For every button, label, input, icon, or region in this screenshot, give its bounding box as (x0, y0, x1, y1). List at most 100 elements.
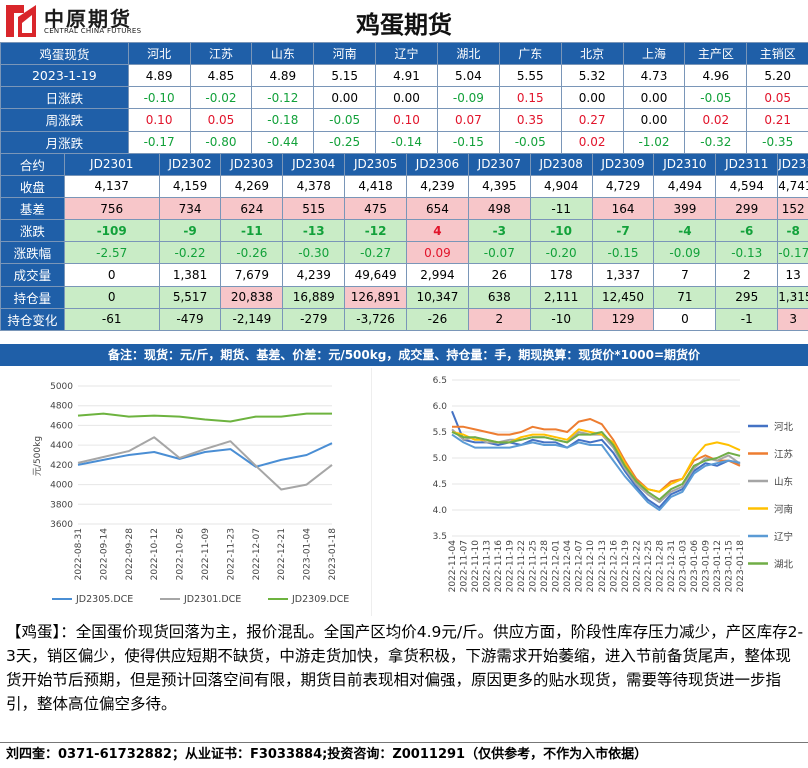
y-tick-label: 5000 (50, 382, 73, 392)
futures-cell: 20,838 (220, 285, 284, 309)
spot-date: 2023-1-19 (0, 64, 129, 88)
spot-price-row: 2023-1-19 4.89 4.85 4.89 5.15 4.91 5.04 5.55 5.3… (0, 64, 808, 88)
spot-price-cell: 5.55 (498, 64, 562, 88)
futures-cell: -0.30 (282, 241, 346, 265)
units-note: 备注：现货：元/斤，期货、基差、价差：元/500kg，成交量、持仓量：手，期现换… (0, 344, 808, 366)
series-line (451, 431, 741, 501)
futures-cell: 0 (63, 263, 160, 287)
x-tick-label: 2022-11-25 (529, 540, 539, 592)
spot-price-cell: 4.89 (127, 64, 191, 88)
spot-change-cell: -0.12 (251, 86, 315, 110)
futures-cell: 1,381 (158, 263, 222, 287)
futures-price-chart: 5000 4800 4600 4400 4200 4000 3800 36002022-08-… (33, 368, 372, 616)
x-tick-label: 2022-11-13 (483, 540, 493, 592)
futures-cell: 0 (63, 285, 160, 309)
row-label: 月涨跌 (0, 130, 129, 154)
spot-change-cell: 0.10 (375, 108, 438, 132)
futures-cell: -9 (158, 219, 222, 243)
futures-cell: 2,111 (529, 285, 593, 309)
row-label: 成交量 (0, 263, 65, 287)
x-tick-label: 2022-12-19 (621, 540, 631, 593)
futures-cell: 16,889 (282, 285, 346, 309)
x-tick-label: 2022-12-10 (586, 540, 596, 593)
y-tick-label: 4400 (50, 441, 73, 451)
x-tick-label: 2022-12-16 (609, 540, 619, 593)
futures-row: 收盘 4,137 4,159 4,269 4,378 4,418 4,239 4,395 4,9… (0, 174, 808, 198)
futures-cell: 2 (715, 263, 779, 287)
futures-cell: 1,337 (591, 263, 655, 287)
futures-cell: 2 (467, 307, 531, 331)
futures-cell: -2.57 (63, 241, 160, 265)
contract-header: JD2307 (467, 152, 531, 176)
x-tick-label: 2023-01-04 (303, 528, 313, 581)
futures-cell: 498 (467, 196, 531, 221)
legend-label: JD2301.DCE (183, 594, 241, 605)
futures-cell: -7 (591, 219, 655, 243)
region-header: 主产区 (684, 41, 748, 66)
contract-header: JD2312 (777, 152, 808, 176)
futures-cell: 4,729 (591, 174, 655, 198)
y-tick-label: 4000 (50, 481, 73, 491)
spot-change-cell: 0.00 (622, 86, 686, 110)
row-label: 持仓变化 (0, 307, 65, 331)
x-tick-label: 2022-11-10 (471, 540, 481, 593)
contract-header: JD2310 (653, 152, 717, 176)
spot-change-cell: 0.02 (684, 108, 748, 132)
region-header: 河北 (127, 41, 191, 66)
x-tick-label: 2023-01-18 (328, 528, 338, 581)
x-tick-label: 2022-09-14 (99, 528, 109, 581)
spot-change-cell: 0.35 (498, 108, 562, 132)
spot-change-cell: 0.05 (189, 108, 253, 132)
y-tick-label: 4600 (50, 421, 73, 431)
futures-cell: -1 (715, 307, 779, 331)
quote-table: 鸡蛋现货 河北 江苏 山东 河南 辽宁 湖北 广东 北京 上海 主产区 主销区 2023-1-19 4.8… (0, 41, 808, 331)
analyst-footer: 刘四奎：0371-61732882；从业证书：F3033884;投资咨询：Z00… (0, 742, 808, 768)
y-tick-label: 4.0 (433, 506, 448, 516)
spot-change-row: 月涨跌 -0.17 -0.80 -0.44 -0.25 -0.14 -0.15 -0.05 0.… (0, 130, 808, 154)
row-label: 基差 (0, 196, 65, 221)
futures-cell: -0.09 (653, 241, 717, 265)
futures-cell: -10 (529, 307, 593, 331)
futures-cell: 178 (529, 263, 593, 287)
row-label: 收盘 (0, 174, 65, 198)
x-tick-label: 2022-11-22 (517, 540, 527, 592)
x-tick-label: 2022-11-07 (460, 540, 470, 592)
x-tick-label: 2022-11-16 (494, 540, 504, 593)
spot-label: 鸡蛋现货 (0, 41, 129, 66)
spot-change-row: 周涨跌 0.10 0.05 -0.18 -0.05 0.10 0.07 0.35 0.27 0.0… (0, 108, 808, 132)
y-tick-label: 3800 (50, 500, 73, 510)
futures-cell: 515 (282, 196, 346, 221)
spot-price-cell: 5.04 (436, 64, 500, 88)
contract-header: JD2304 (282, 152, 346, 176)
futures-cell: -2,149 (220, 307, 284, 331)
y-tick-label: 4800 (50, 402, 73, 412)
contract-header-row: 合约 JD2301 JD2302 JD2303 JD2304 JD2305 JD2306 JD… (0, 152, 808, 176)
futures-cell: 4,741 (777, 174, 808, 198)
spot-price-cell: 4.89 (251, 64, 315, 88)
futures-cell: -0.15 (591, 241, 655, 265)
spot-price-cell: 5.32 (560, 64, 624, 88)
y-tick-label: 5.0 (433, 454, 448, 464)
spot-change-cell: 0.27 (560, 108, 624, 132)
region-header: 上海 (622, 41, 686, 66)
y-tick-label: 4200 (50, 461, 73, 471)
company-logo: 中原期货 CENTRAL CHINA FUTURES (4, 3, 184, 39)
spot-change-row: 日涨跌 -0.10 -0.02 -0.12 0.00 0.00 -0.09 0.15 0.00 0… (0, 86, 808, 110)
series-line (452, 418, 741, 493)
x-tick-label: 2023-01-12 (713, 540, 723, 592)
futures-cell: 4,494 (653, 174, 717, 198)
futures-cell: 5,517 (158, 285, 222, 309)
futures-cell: -6 (715, 219, 779, 243)
spot-change-cell: -0.02 (189, 86, 253, 110)
spot-change-cell: -0.05 (313, 108, 377, 132)
x-tick-label: 2023-01-18 (736, 540, 746, 593)
x-tick-label: 2022-09-28 (125, 528, 135, 581)
futures-cell: 12,450 (591, 285, 655, 309)
x-tick-label: 2023-01-15 (724, 540, 734, 592)
futures-cell: 129 (591, 307, 655, 331)
spot-change-cell: -0.44 (251, 130, 315, 154)
contract-header: JD2302 (158, 152, 222, 176)
spot-change-cell: 0.00 (622, 108, 686, 132)
futures-cell: -13 (282, 219, 346, 243)
